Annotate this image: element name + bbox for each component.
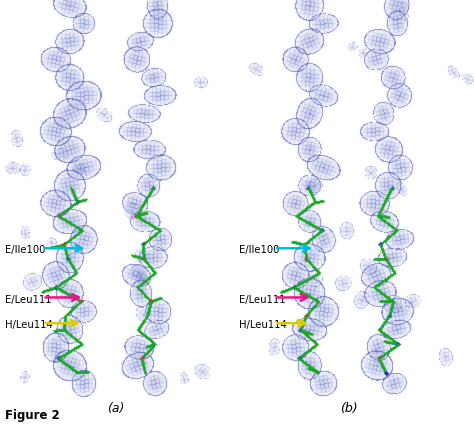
Text: Figure 2: Figure 2	[5, 409, 60, 422]
Text: E/Ile100: E/Ile100	[239, 245, 280, 256]
Text: E/Leu111: E/Leu111	[5, 294, 51, 305]
Text: E/Ile100: E/Ile100	[5, 245, 45, 256]
Text: H/Leu114: H/Leu114	[5, 320, 53, 330]
Text: (b): (b)	[339, 402, 357, 415]
Text: E/Leu111: E/Leu111	[239, 294, 286, 305]
Text: H/Leu114: H/Leu114	[239, 320, 287, 330]
Text: (a): (a)	[108, 402, 125, 415]
